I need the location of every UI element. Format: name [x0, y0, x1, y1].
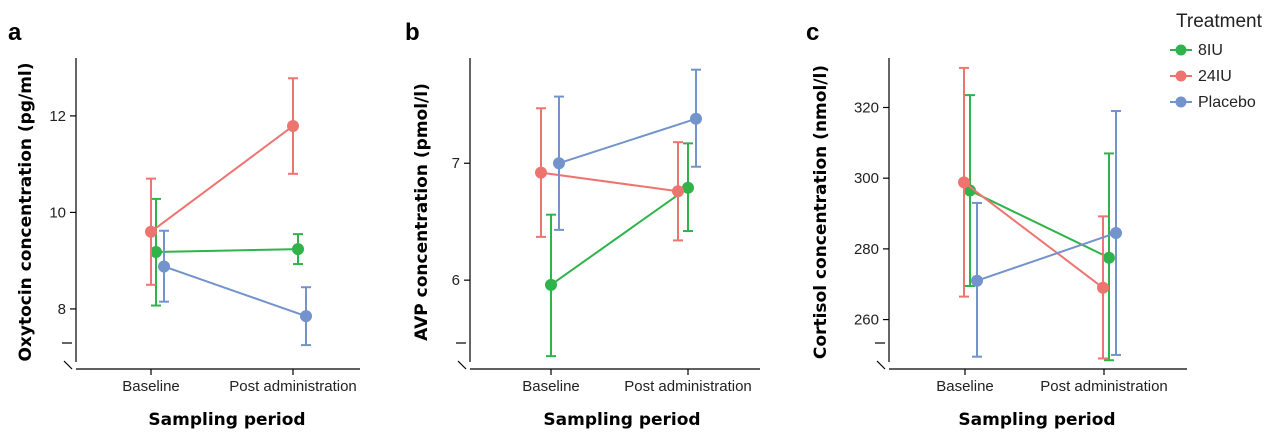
legend-title: Treatment — [1176, 11, 1263, 32]
panel-c-series-8iu-line — [969, 189, 1110, 259]
panel-c-y-tick-label: 320 — [854, 99, 879, 116]
panel-a-series-8iu-point — [292, 243, 304, 256]
panel-b-x-tick-label: Baseline — [522, 378, 580, 395]
panel-a-y-tick-label: 8 — [58, 301, 66, 318]
panel-a-series-24iu-point — [287, 120, 299, 133]
panel-a-ylabel: Oxytocin concentration (pg/ml) — [16, 62, 36, 361]
panel-letter-b: b — [405, 19, 420, 46]
panel-c-y-tick-label: 300 — [854, 170, 879, 187]
panel-b-x-range-stub — [457, 360, 467, 370]
panel-b-ylabel: AVP concentration (pmol/l) — [412, 83, 432, 341]
panel-c-series-placebo-point — [971, 274, 983, 287]
panel-c-plot: 260 280 300 320 Baseline Post administration — [854, 58, 1187, 395]
panel-c-y-tick-label: 280 — [854, 241, 879, 258]
panel-c: c 260 280 300 320 Baseline Post administratio… — [806, 19, 1187, 430]
panel-b-xlabel: Sampling period — [543, 410, 700, 430]
panel-b-series-24iu-point — [535, 166, 547, 179]
panel-b-series-placebo-point — [690, 112, 702, 125]
panel-b-series-8iu-point — [682, 181, 694, 194]
panel-b-series-placebo-point — [553, 157, 565, 170]
panel-a-series-placebo-point — [300, 310, 312, 323]
panel-c-series-24iu-point — [1097, 281, 1109, 294]
panel-c-series-24iu-point — [958, 176, 970, 189]
panel-c-series-placebo-line — [976, 232, 1117, 282]
panel-c-ylabel: Cortisol concentration (nmol/l) — [811, 65, 831, 359]
panel-c-x-range-stub — [876, 360, 886, 370]
panel-a-series-24iu-line — [150, 125, 294, 233]
panel-b-series-placebo-line — [558, 117, 697, 165]
panel-a-series-24iu-point — [145, 225, 157, 238]
panel-b: b 6 7 Baseline Post administration Sampling… — [405, 19, 760, 430]
panel-a-y-tick-label: 12 — [49, 108, 66, 125]
panel-b-y-tick-label: 7 — [452, 155, 460, 172]
legend-label: 24IU — [1198, 68, 1232, 85]
panel-a-y-tick-label: 10 — [49, 204, 66, 221]
panel-b-series-8iu-point — [545, 278, 557, 291]
panel-a-x-tick-label: Baseline — [122, 378, 180, 395]
panel-b-x-tick-label: Post administration — [624, 378, 752, 395]
panel-a-xlabel: Sampling period — [148, 410, 305, 430]
panel-a-x-tick-label: Post administration — [229, 378, 357, 395]
panel-b-series-8iu-line — [550, 186, 689, 286]
panel-c-series-24iu-line — [963, 181, 1104, 289]
panel-letter-c: c — [806, 19, 819, 46]
panel-a-series-8iu-line — [155, 248, 299, 253]
panel-a-series-placebo-line — [163, 265, 307, 318]
panel-b-series-24iu-point — [672, 185, 684, 198]
panel-c-series-8iu-point — [1103, 251, 1115, 264]
panel-c-series-placebo-point — [1110, 226, 1122, 239]
legend-label: Placebo — [1198, 94, 1256, 111]
legend-label: 8IU — [1198, 42, 1223, 59]
legend-key-point — [1175, 70, 1187, 82]
panel-b-y-tick-label: 6 — [452, 272, 460, 289]
legend-key-point — [1175, 96, 1187, 108]
panel-c-xlabel: Sampling period — [958, 410, 1115, 430]
panel-c-x-tick-label: Baseline — [936, 378, 994, 395]
panel-a-x-range-stub — [63, 360, 73, 370]
panel-letter-a: a — [8, 19, 22, 46]
panel-c-x-tick-label: Post administration — [1040, 378, 1168, 395]
panel-a-plot: 8 10 12 Baseline Post administration — [49, 58, 360, 395]
legend: Treatment 8IU 24IU Placebo — [1170, 11, 1263, 111]
panel-a-series-8iu-point — [150, 245, 162, 258]
legend-key-point — [1175, 44, 1187, 56]
panel-a-series-placebo-point — [158, 260, 170, 273]
panel-b-plot: 6 7 Baseline Post administration — [452, 58, 760, 395]
panel-a: a 8 10 12 Baseline Post administration Sampl… — [8, 19, 360, 430]
legend-items: 8IU 24IU Placebo — [1170, 42, 1256, 111]
panel-c-y-tick-label: 260 — [854, 312, 879, 329]
panel-b-series-24iu-line — [540, 171, 679, 193]
